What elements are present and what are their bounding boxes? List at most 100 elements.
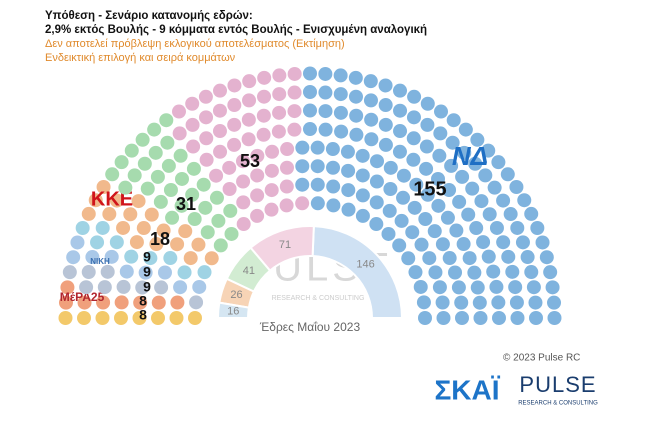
party-seats xyxy=(62,264,204,310)
seat xyxy=(153,194,168,209)
seat xyxy=(326,198,341,213)
seat xyxy=(349,127,364,142)
seat xyxy=(242,93,257,108)
seat xyxy=(369,217,384,232)
seat xyxy=(496,193,511,208)
ring-title: Έδρες Μαΐου 2023 xyxy=(259,320,361,334)
seat xyxy=(135,280,150,295)
seat xyxy=(185,187,200,202)
seat xyxy=(454,295,469,310)
seat xyxy=(224,226,239,241)
seat xyxy=(378,117,393,132)
seat xyxy=(85,250,100,265)
seat xyxy=(394,213,409,228)
seat xyxy=(474,194,489,209)
seat xyxy=(378,98,393,113)
copyright: © 2023 Pulse RC xyxy=(503,353,580,364)
seat xyxy=(467,265,482,280)
seat xyxy=(482,207,497,222)
seat xyxy=(406,110,421,125)
seat xyxy=(355,168,370,183)
seat xyxy=(505,264,520,279)
party-seats xyxy=(81,179,219,266)
seat xyxy=(515,235,530,250)
segment xyxy=(216,301,251,319)
seat-count: 31 xyxy=(176,194,196,214)
seat-count: 8 xyxy=(139,293,147,309)
seat xyxy=(160,135,175,150)
seat xyxy=(509,295,524,310)
seat xyxy=(191,237,206,252)
seat xyxy=(427,224,442,239)
segment-label: 16 xyxy=(227,305,239,317)
seat xyxy=(95,311,110,325)
seat xyxy=(109,235,124,250)
seat xyxy=(114,295,129,310)
seat xyxy=(209,168,224,183)
seat xyxy=(378,78,393,93)
seat xyxy=(406,131,421,146)
seat xyxy=(486,264,501,279)
seat xyxy=(445,135,460,150)
seat xyxy=(124,249,139,264)
seat xyxy=(455,169,470,184)
seat xyxy=(393,124,408,139)
seat xyxy=(348,70,363,85)
seat xyxy=(419,139,434,154)
seat xyxy=(147,122,162,137)
seat xyxy=(310,159,325,174)
seat xyxy=(185,117,200,132)
seat xyxy=(364,112,379,127)
seat xyxy=(199,110,214,125)
seat xyxy=(250,148,265,163)
seat xyxy=(392,238,407,253)
seat xyxy=(501,249,516,264)
party-seats xyxy=(171,66,310,232)
seat xyxy=(165,210,180,225)
seat xyxy=(432,280,447,295)
seat xyxy=(396,190,411,205)
seat xyxy=(382,203,397,218)
seat-count: 155 xyxy=(413,178,446,200)
seat xyxy=(496,235,511,250)
seat xyxy=(271,124,286,139)
seat xyxy=(341,202,356,217)
seat xyxy=(364,132,379,147)
seat xyxy=(70,235,85,250)
seat xyxy=(435,237,450,252)
seat xyxy=(174,171,189,186)
seat xyxy=(318,122,333,137)
seat xyxy=(414,237,429,252)
seat xyxy=(407,89,422,104)
seat xyxy=(154,280,169,295)
seat xyxy=(138,265,153,280)
seat xyxy=(66,250,81,265)
seat xyxy=(136,221,151,236)
seat xyxy=(144,207,159,222)
seat xyxy=(109,193,124,208)
segment-label: 41 xyxy=(243,265,255,277)
seat-count: 9 xyxy=(143,249,151,265)
seat xyxy=(432,148,447,163)
seat xyxy=(264,163,279,178)
party-seats xyxy=(58,280,185,310)
seat xyxy=(170,295,185,310)
seat xyxy=(409,177,424,192)
seat xyxy=(510,220,525,235)
seat xyxy=(88,193,103,208)
seat xyxy=(492,311,506,325)
seat xyxy=(547,295,562,310)
seat xyxy=(189,295,204,310)
seat xyxy=(446,113,461,128)
seat xyxy=(287,104,302,119)
seat xyxy=(95,220,110,235)
seat xyxy=(489,279,504,294)
seat xyxy=(431,171,446,186)
seat xyxy=(79,280,94,295)
party-seats xyxy=(58,311,202,325)
seat xyxy=(272,68,287,83)
seat xyxy=(256,108,271,123)
seat xyxy=(491,155,506,170)
